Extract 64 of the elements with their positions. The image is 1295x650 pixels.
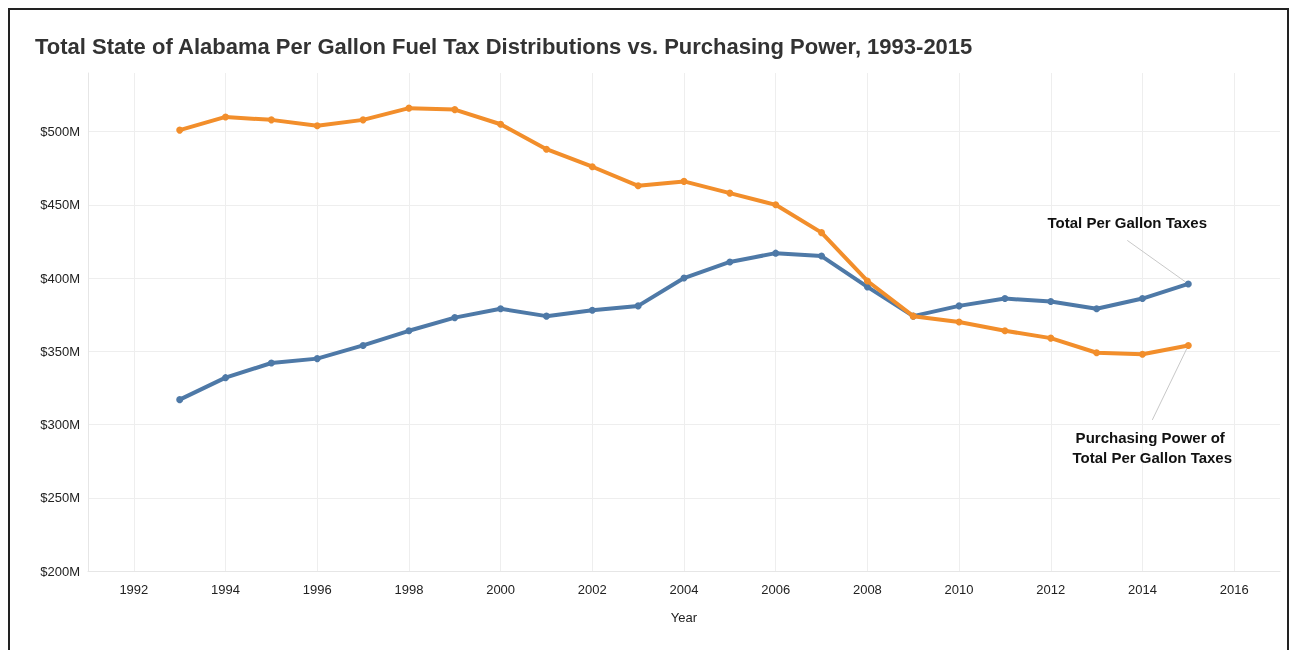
- point: [726, 189, 734, 197]
- x-tick-label: 2002: [577, 582, 607, 597]
- point: [313, 355, 321, 363]
- point: [1184, 280, 1192, 288]
- point: [1001, 295, 1009, 303]
- point: [726, 258, 734, 266]
- y-tick-label: $250M: [40, 490, 80, 506]
- point: [497, 305, 505, 313]
- y-tick-label: $300M: [40, 417, 80, 433]
- point: [542, 312, 550, 320]
- point: [772, 201, 780, 209]
- x-tick-label: 2010: [944, 582, 974, 597]
- point: [1047, 298, 1055, 305]
- point: [359, 116, 367, 124]
- x-tick-label: 2000: [486, 582, 516, 597]
- point: [451, 106, 459, 114]
- point: [1138, 350, 1146, 358]
- point: [497, 120, 505, 128]
- point: [405, 327, 413, 335]
- point: [267, 116, 275, 124]
- x-axis-title: Year: [670, 610, 698, 625]
- point: [1184, 341, 1192, 349]
- y-tick-label: $400M: [40, 270, 80, 286]
- point: [542, 145, 550, 153]
- point: [588, 306, 596, 314]
- point: [176, 126, 184, 134]
- point: [451, 314, 459, 322]
- point: [267, 359, 275, 367]
- point: [222, 374, 230, 382]
- point: [772, 249, 780, 257]
- x-tick-label: 1992: [119, 582, 149, 597]
- point: [1093, 305, 1101, 313]
- y-tick-label: $450M: [40, 197, 80, 213]
- x-tick-label: 1998: [394, 582, 424, 597]
- point: [1001, 327, 1009, 335]
- point: [405, 104, 413, 112]
- x-tick-label: 2014: [1128, 582, 1157, 597]
- point: [359, 341, 367, 349]
- y-tick-label: $350M: [40, 343, 80, 359]
- text: Total Per Gallon Taxes: [1047, 213, 1208, 231]
- point: [176, 396, 184, 404]
- point: [818, 252, 826, 260]
- point: [588, 163, 596, 171]
- x-tick-label: 1996: [302, 582, 332, 597]
- point: [313, 122, 321, 130]
- x-tick-label: 2004: [669, 582, 699, 597]
- text: Purchasing Power of Total Per Gallon Taxes: [1072, 429, 1233, 467]
- x-tick-label: 1994: [211, 582, 240, 597]
- point: [863, 277, 871, 285]
- point: [1138, 295, 1146, 303]
- x-tick-label: 2006: [761, 582, 791, 597]
- point: [1093, 349, 1101, 357]
- point: [818, 229, 826, 237]
- y-tick-label: $200M: [40, 563, 80, 579]
- point: [1047, 334, 1055, 342]
- x-tick-label: 2012: [1036, 582, 1066, 597]
- chart-title: Total State of Alabama Per Gallon Fuel Tax Distributions vs. Purchasing Power, 1993-2015: [35, 33, 973, 59]
- point: [222, 113, 230, 121]
- point: [634, 302, 642, 310]
- point: [634, 182, 642, 190]
- x-tick-label: 2008: [852, 582, 882, 597]
- x-tick-label: 2016: [1219, 582, 1249, 597]
- y-tick-label: $500M: [40, 124, 80, 140]
- point: [680, 177, 688, 185]
